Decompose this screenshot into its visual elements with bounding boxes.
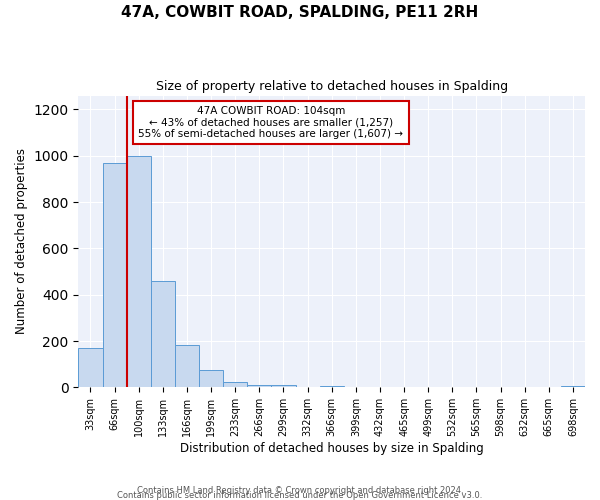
Bar — [320, 386, 344, 388]
Bar — [561, 386, 585, 388]
Y-axis label: Number of detached properties: Number of detached properties — [15, 148, 28, 334]
Bar — [79, 348, 103, 388]
Text: Contains HM Land Registry data © Crown copyright and database right 2024.: Contains HM Land Registry data © Crown c… — [137, 486, 463, 495]
Bar — [199, 370, 223, 388]
Bar — [223, 382, 247, 388]
Text: 47A, COWBIT ROAD, SPALDING, PE11 2RH: 47A, COWBIT ROAD, SPALDING, PE11 2RH — [121, 5, 479, 20]
Bar — [247, 385, 271, 388]
Text: 47A COWBIT ROAD: 104sqm
← 43% of detached houses are smaller (1,257)
55% of semi: 47A COWBIT ROAD: 104sqm ← 43% of detache… — [139, 106, 403, 139]
Bar — [151, 281, 175, 388]
Text: Contains public sector information licensed under the Open Government Licence v3: Contains public sector information licen… — [118, 491, 482, 500]
Bar — [127, 156, 151, 388]
Title: Size of property relative to detached houses in Spalding: Size of property relative to detached ho… — [155, 80, 508, 93]
Bar — [103, 162, 127, 388]
Bar — [271, 385, 296, 388]
Bar — [175, 344, 199, 388]
X-axis label: Distribution of detached houses by size in Spalding: Distribution of detached houses by size … — [180, 442, 484, 455]
